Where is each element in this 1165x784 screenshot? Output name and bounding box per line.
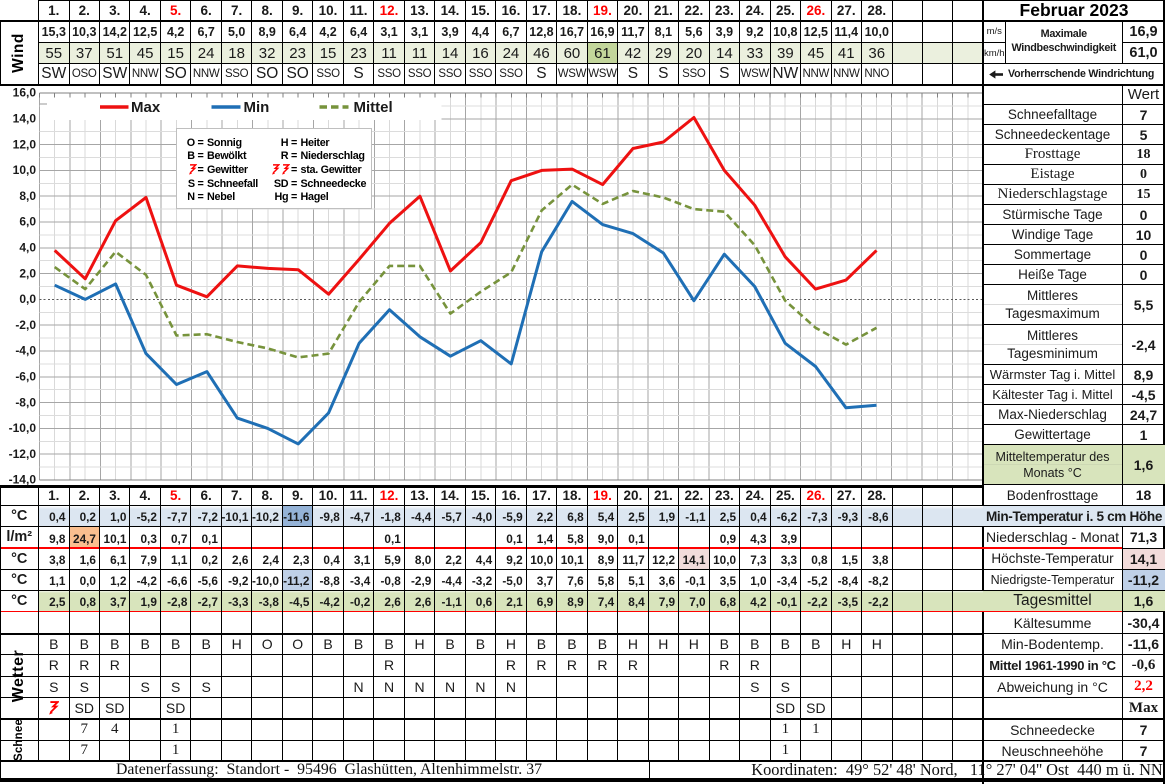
svg-text:-8,0: -8,0 [15, 395, 36, 409]
svg-text:8,0: 8,0 [19, 189, 36, 203]
svg-text:Min: Min [244, 99, 270, 116]
svg-text:4,0: 4,0 [19, 240, 36, 254]
svg-text:-4,0: -4,0 [15, 344, 36, 358]
svg-text:16,0: 16,0 [13, 86, 37, 100]
svg-text:-12,0: -12,0 [9, 447, 37, 461]
svg-text:6,0: 6,0 [19, 215, 36, 229]
svg-text:0,0: 0,0 [19, 292, 36, 306]
svg-text:-14,0: -14,0 [9, 473, 37, 487]
svg-text:-6,0: -6,0 [15, 369, 36, 383]
svg-text:2,0: 2,0 [19, 266, 36, 280]
svg-text:-10,0: -10,0 [9, 421, 37, 435]
svg-text:Max: Max [131, 99, 161, 116]
svg-text:-2,0: -2,0 [15, 318, 36, 332]
svg-text:10,0: 10,0 [13, 163, 37, 177]
svg-text:14,0: 14,0 [13, 111, 37, 125]
svg-text:Mittel: Mittel [354, 99, 393, 116]
svg-text:12,0: 12,0 [13, 137, 37, 151]
